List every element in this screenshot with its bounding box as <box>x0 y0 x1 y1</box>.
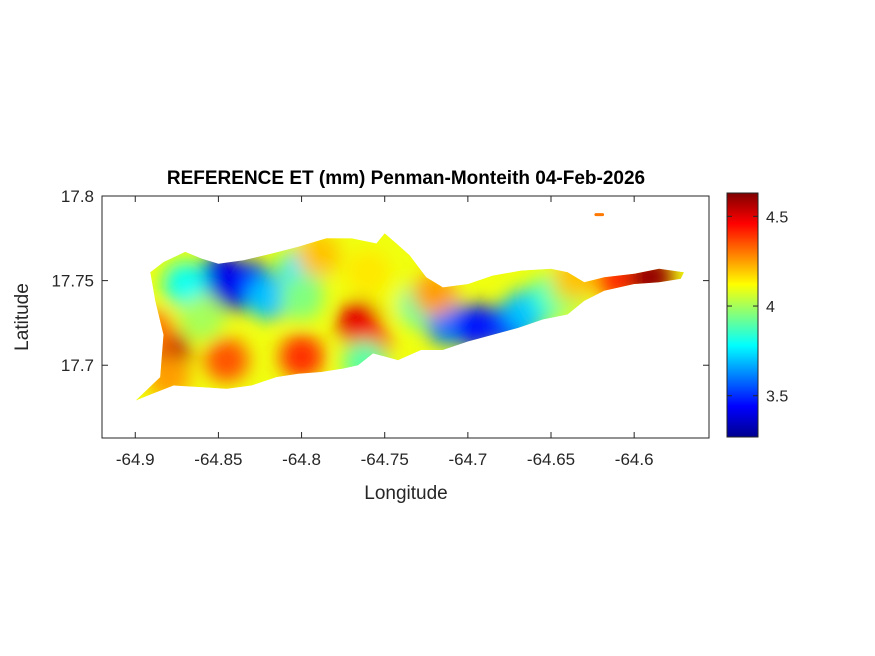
colorbar-ticks: 4.5 4 3.5 <box>727 209 788 406</box>
et-sample-11 <box>279 334 324 379</box>
map-title: REFERENCE ET (mm) Penman-Monteith 04-Feb… <box>167 168 645 189</box>
y-tick-label: 17.75 <box>51 272 94 291</box>
et-sample-26 <box>346 250 391 295</box>
colorbar-tick-label: 4.5 <box>766 209 788 226</box>
colorbar-tick-label: 3.5 <box>766 389 788 406</box>
x-axis: -64.9 -64.85 -64.8 -64.75 -64.7 -64.65 -64.6 <box>116 196 654 469</box>
colorbar: 4.5 4 3.5 <box>726 192 788 438</box>
x-tick-label: -64.85 <box>194 450 242 469</box>
x-tick-label: -64.9 <box>116 450 155 469</box>
colorbar-tick-label: 4 <box>766 299 775 316</box>
x-tick-label: -64.8 <box>282 450 321 469</box>
y-axis-title: Latitude <box>12 283 33 351</box>
x-axis-title: Longitude <box>364 483 447 504</box>
et-sample-5 <box>163 262 208 306</box>
et-sample-7 <box>179 295 224 340</box>
x-tick-label: -64.6 <box>615 450 654 469</box>
et-sample-6 <box>279 275 324 320</box>
x-tick-label: -64.65 <box>527 450 575 469</box>
map-axes-frame <box>101 195 710 439</box>
et-sample-8 <box>296 233 341 278</box>
et-surface <box>135 233 685 401</box>
y-tick-label: 17.7 <box>61 356 94 375</box>
x-tick-label: -64.75 <box>361 450 409 469</box>
colorbar-gradient <box>726 192 759 438</box>
x-tick-label: -64.7 <box>448 450 487 469</box>
map-area <box>101 195 710 439</box>
et-sample-4 <box>246 275 291 320</box>
y-axis: 17.8 17.75 17.7 <box>51 187 709 375</box>
y-tick-label: 17.8 <box>61 187 94 206</box>
et-sample-10 <box>204 338 249 383</box>
